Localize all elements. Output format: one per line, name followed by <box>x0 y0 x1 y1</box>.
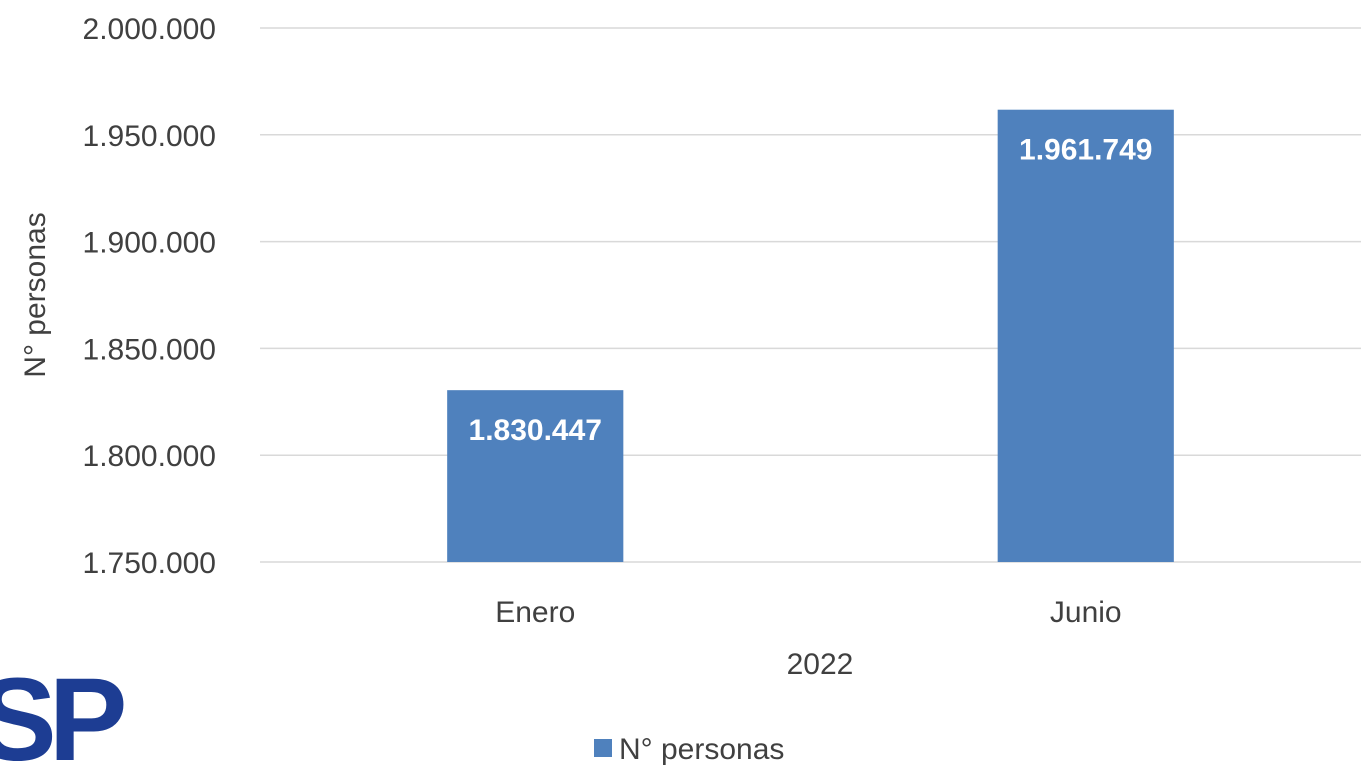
x-axis-title: 2022 <box>787 648 854 681</box>
y-tick-label: 1.800.000 <box>83 440 216 473</box>
legend-label: N° personas <box>619 733 784 765</box>
gridlines <box>260 27 1361 563</box>
data-label: 1.830.447 <box>469 414 602 447</box>
y-axis-ticks: 1.750.000 1.800.000 1.850.000 1.900.000 1.95… <box>83 13 216 580</box>
bar <box>447 390 624 562</box>
data-label: 1.961.749 <box>1019 134 1152 167</box>
x-tick-label: Junio <box>1050 596 1122 629</box>
y-tick-label: 1.850.000 <box>83 333 216 366</box>
x-axis-ticks: Enero Junio <box>495 596 1121 629</box>
x-tick-label: Enero <box>495 596 575 629</box>
y-axis-title: N° personas <box>19 212 52 377</box>
logo-text: SP <box>0 654 124 765</box>
y-tick-label: 2.000.000 <box>83 13 216 46</box>
y-tick-label: 1.950.000 <box>83 120 216 153</box>
legend: N° personas <box>594 733 784 765</box>
bar <box>997 109 1174 563</box>
y-tick-label: 1.900.000 <box>83 227 216 260</box>
bars: 1.830.447 1.961.749 <box>447 109 1174 563</box>
y-tick-label: 1.750.000 <box>83 547 216 580</box>
legend-swatch <box>594 739 612 757</box>
